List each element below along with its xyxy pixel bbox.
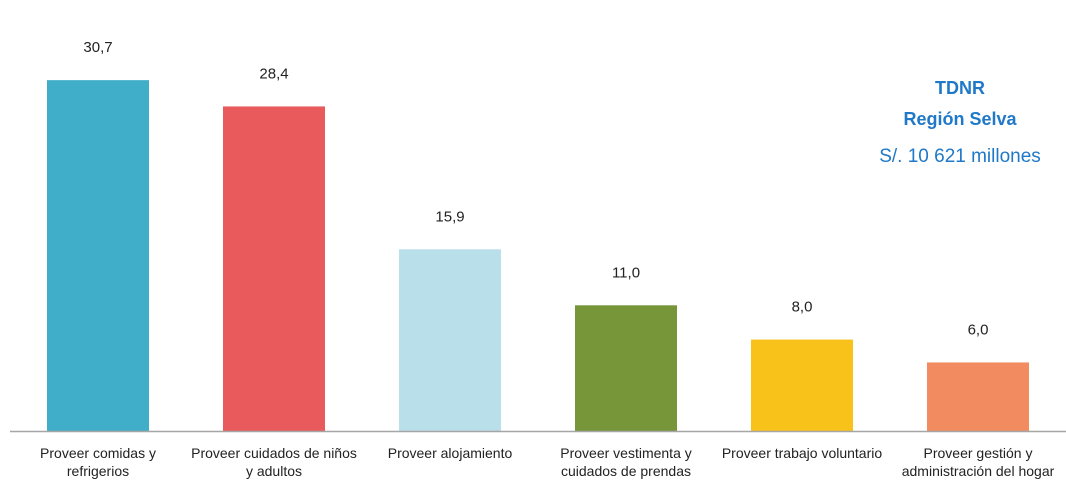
data-label-0: 30,7 [83, 39, 112, 56]
bar-2 [399, 249, 501, 431]
data-label-3: 11,0 [612, 264, 640, 281]
bar-3 [575, 305, 677, 431]
annotation-subtitle: Región Selva [903, 109, 1017, 129]
category-label-4: Proveer trabajo voluntario [722, 445, 883, 461]
bar-1 [223, 106, 325, 431]
bar-5 [927, 362, 1029, 431]
data-label-1: 28,4 [259, 65, 288, 82]
category-label-0: Proveer comidas y refrigerios [40, 445, 156, 479]
bar-4 [751, 339, 853, 431]
data-label-2: 15,9 [435, 208, 464, 225]
data-label-5: 6,0 [968, 321, 989, 338]
bar-0 [47, 80, 149, 432]
annotation-total: S/. 10 621 millones [879, 146, 1041, 167]
category-label-5: Proveer gestión y administración del hoga… [902, 445, 1055, 479]
category-label-3: Proveer vestimenta y cuidados de prendas [560, 445, 692, 479]
category-label-2: Proveer alojamiento [388, 445, 513, 461]
annotation-title: TDNR [935, 78, 985, 98]
category-label-1: Proveer cuidados de niños y adultos [191, 445, 357, 479]
data-label-4: 8,0 [792, 299, 813, 316]
